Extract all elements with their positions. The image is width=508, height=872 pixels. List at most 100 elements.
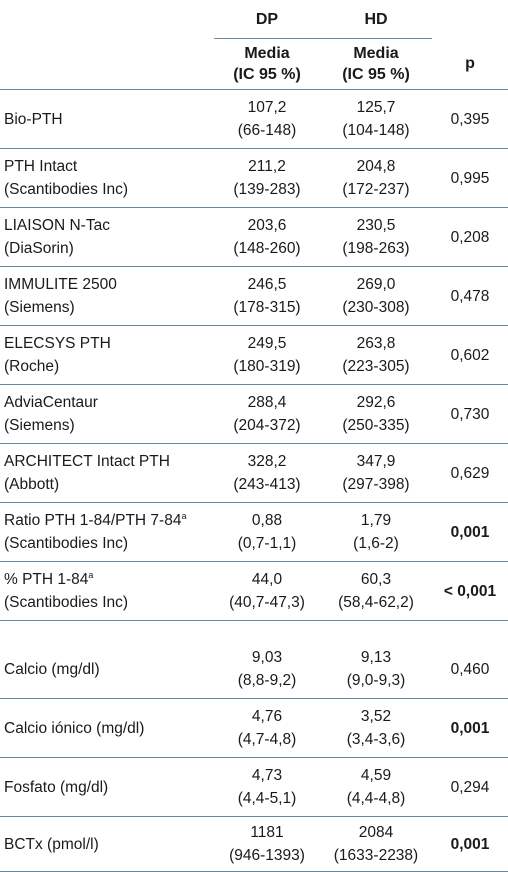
row-sublabel: (Scantibodies Inc) bbox=[4, 181, 129, 198]
footnote-marker: a bbox=[181, 510, 187, 521]
hd-value-cell: 292,6 (250-335) bbox=[320, 384, 432, 444]
dp-mean: 203,6 bbox=[247, 217, 287, 234]
hd-mean: 269,0 bbox=[356, 276, 396, 293]
table-row: % PTH 1-84a (Scantibodies Inc) 44,0 (40,7-4… bbox=[0, 561, 508, 621]
p-value: 0,995 bbox=[432, 148, 508, 208]
dp-ci: (66-148) bbox=[237, 122, 297, 139]
dp-value-cell: 249,5 (180-319) bbox=[214, 325, 320, 385]
hd-value-cell: 60,3 (58,4-62,2) bbox=[320, 561, 432, 621]
hd-mean: 347,9 bbox=[356, 453, 396, 470]
hd-mean: 230,5 bbox=[356, 217, 396, 234]
dp-mean: 249,5 bbox=[247, 335, 287, 352]
dp-mean: 288,4 bbox=[247, 394, 287, 411]
dp-mean: 4,76 bbox=[251, 708, 283, 725]
table-row: Calcio (mg/dl) 9,03 (8,8-9,2) 9,13 (9,0-9,3)… bbox=[0, 640, 508, 699]
row-sublabel: (Roche) bbox=[4, 358, 60, 375]
table-row: ARCHITECT Intact PTH (Abbott) 328,2 (243-41… bbox=[0, 443, 508, 503]
hd-value-cell: 4,59 (4,4-4,8) bbox=[320, 757, 432, 817]
header-ci-dp-label: (IC 95 %) bbox=[233, 66, 301, 83]
row-label: Calcio iónico (mg/dl) bbox=[4, 719, 145, 737]
gap-cell bbox=[214, 621, 320, 641]
header-stat-dp: Media (IC 95 %) bbox=[214, 38, 320, 90]
hd-mean: 60,3 bbox=[360, 571, 392, 588]
table-row: PTH Intact (Scantibodies Inc) 211,2 (139-28… bbox=[0, 148, 508, 208]
header-row-stats: Media (IC 95 %) Media (IC 95 %) p bbox=[0, 38, 508, 90]
table-row: Calcio iónico (mg/dl) 4,76 (4,7-4,8) 3,52 (3… bbox=[0, 698, 508, 758]
dp-ci: (178-315) bbox=[233, 299, 301, 316]
dp-mean: 1181 bbox=[250, 824, 284, 841]
row-label-cell: Calcio iónico (mg/dl) bbox=[0, 698, 214, 758]
dp-mean: 211,2 bbox=[248, 158, 286, 175]
hd-ci: (198-263) bbox=[342, 240, 410, 257]
row-label-cell: Calcio (mg/dl) bbox=[0, 640, 214, 699]
dp-mean: 328,2 bbox=[247, 453, 287, 470]
hd-mean: 204,8 bbox=[356, 158, 396, 175]
row-sublabel: (DiaSorin) bbox=[4, 240, 74, 257]
row-label: AdviaCentaur bbox=[4, 394, 98, 411]
header-row-groups: DP HD bbox=[0, 0, 508, 39]
gap-cell bbox=[432, 621, 508, 641]
row-label-cell: Ratio PTH 1-84/PTH 7-84a (Scantibodies In… bbox=[0, 502, 214, 562]
dp-mean: 246,5 bbox=[247, 276, 287, 293]
row-label-cell: % PTH 1-84a (Scantibodies Inc) bbox=[0, 561, 214, 621]
dp-ci: (180-319) bbox=[233, 358, 301, 375]
header-p: p bbox=[432, 38, 508, 90]
dp-value-cell: 4,76 (4,7-4,8) bbox=[214, 698, 320, 758]
row-label: % PTH 1-84 bbox=[4, 571, 89, 588]
hd-ci: (172-237) bbox=[342, 181, 410, 198]
dp-value-cell: 9,03 (8,8-9,2) bbox=[214, 640, 320, 699]
header-blank bbox=[0, 0, 214, 39]
hd-value-cell: 1,79 (1,6-2) bbox=[320, 502, 432, 562]
dp-mean: 44,0 bbox=[251, 571, 283, 588]
hd-mean: 263,8 bbox=[356, 335, 396, 352]
p-value: 0,629 bbox=[432, 443, 508, 503]
row-label: Ratio PTH 1-84/PTH 7-84 bbox=[4, 512, 182, 529]
table-row: Ratio PTH 1-84/PTH 7-84a (Scantibodies In… bbox=[0, 502, 508, 562]
footnote-marker: a bbox=[88, 569, 94, 580]
p-value: 0,294 bbox=[432, 757, 508, 817]
dp-value-cell: 211,2 (139-283) bbox=[214, 148, 320, 208]
header-stat-hd: Media (IC 95 %) bbox=[320, 38, 432, 90]
p-value: < 0,001 bbox=[432, 561, 508, 621]
hd-ci: (250-335) bbox=[342, 417, 410, 434]
row-sublabel: (Scantibodies Inc) bbox=[4, 535, 129, 552]
hd-ci: (4,4-4,8) bbox=[346, 790, 406, 807]
dp-value-cell: 288,4 (204-372) bbox=[214, 384, 320, 444]
dp-mean: 0,88 bbox=[251, 512, 283, 529]
table-row: ELECSYS PTH (Roche) 249,5 (180-319) 263,8 (22… bbox=[0, 325, 508, 385]
row-label: ARCHITECT Intact PTH bbox=[4, 453, 170, 470]
row-label: IMMULITE 2500 bbox=[4, 276, 117, 293]
hd-mean: 125,7 bbox=[356, 99, 396, 116]
dp-value-cell: 1181 (946-1393) bbox=[214, 816, 320, 872]
dp-ci: (946-1393) bbox=[229, 847, 305, 864]
header-blank-2 bbox=[0, 38, 214, 90]
dp-mean: 9,03 bbox=[251, 649, 283, 666]
row-label-cell: Fosfato (mg/dl) bbox=[0, 757, 214, 817]
dp-mean: 4,73 bbox=[251, 767, 283, 784]
hd-value-cell: 269,0 (230-308) bbox=[320, 266, 432, 326]
hd-ci: (1633-2238) bbox=[333, 847, 419, 864]
gap-cell bbox=[320, 621, 432, 641]
dp-ci: (0,7-1,1) bbox=[237, 535, 297, 552]
row-label-cell: LIAISON N-Tac (DiaSorin) bbox=[0, 207, 214, 267]
row-label-cell: IMMULITE 2500 (Siemens) bbox=[0, 266, 214, 326]
hd-value-cell: 347,9 (297-398) bbox=[320, 443, 432, 503]
dp-ci: (40,7-47,3) bbox=[229, 594, 305, 611]
hd-value-cell: 263,8 (223-305) bbox=[320, 325, 432, 385]
row-label: LIAISON N-Tac bbox=[4, 217, 110, 234]
hd-ci: (9,0-9,3) bbox=[346, 672, 406, 689]
row-label: Calcio (mg/dl) bbox=[4, 660, 100, 678]
p-value: 0,730 bbox=[432, 384, 508, 444]
hd-value-cell: 3,52 (3,4-3,6) bbox=[320, 698, 432, 758]
table-row: LIAISON N-Tac (DiaSorin) 203,6 (148-260) 230… bbox=[0, 207, 508, 267]
hd-ci: (3,4-3,6) bbox=[346, 731, 406, 748]
table-row: BCTx (pmol/l) 1181 (946-1393) 2084 (1633-223… bbox=[0, 816, 508, 872]
header-ci-hd-label: (IC 95 %) bbox=[342, 66, 410, 83]
row-label-cell: ARCHITECT Intact PTH (Abbott) bbox=[0, 443, 214, 503]
row-label-cell: PTH Intact (Scantibodies Inc) bbox=[0, 148, 214, 208]
table-row: Fosfato (mg/dl) 4,73 (4,4-5,1) 4,59 (4,4-4,8… bbox=[0, 757, 508, 817]
section-gap bbox=[0, 621, 508, 641]
hd-mean: 3,52 bbox=[360, 708, 392, 725]
hd-ci: (1,6-2) bbox=[353, 535, 399, 552]
